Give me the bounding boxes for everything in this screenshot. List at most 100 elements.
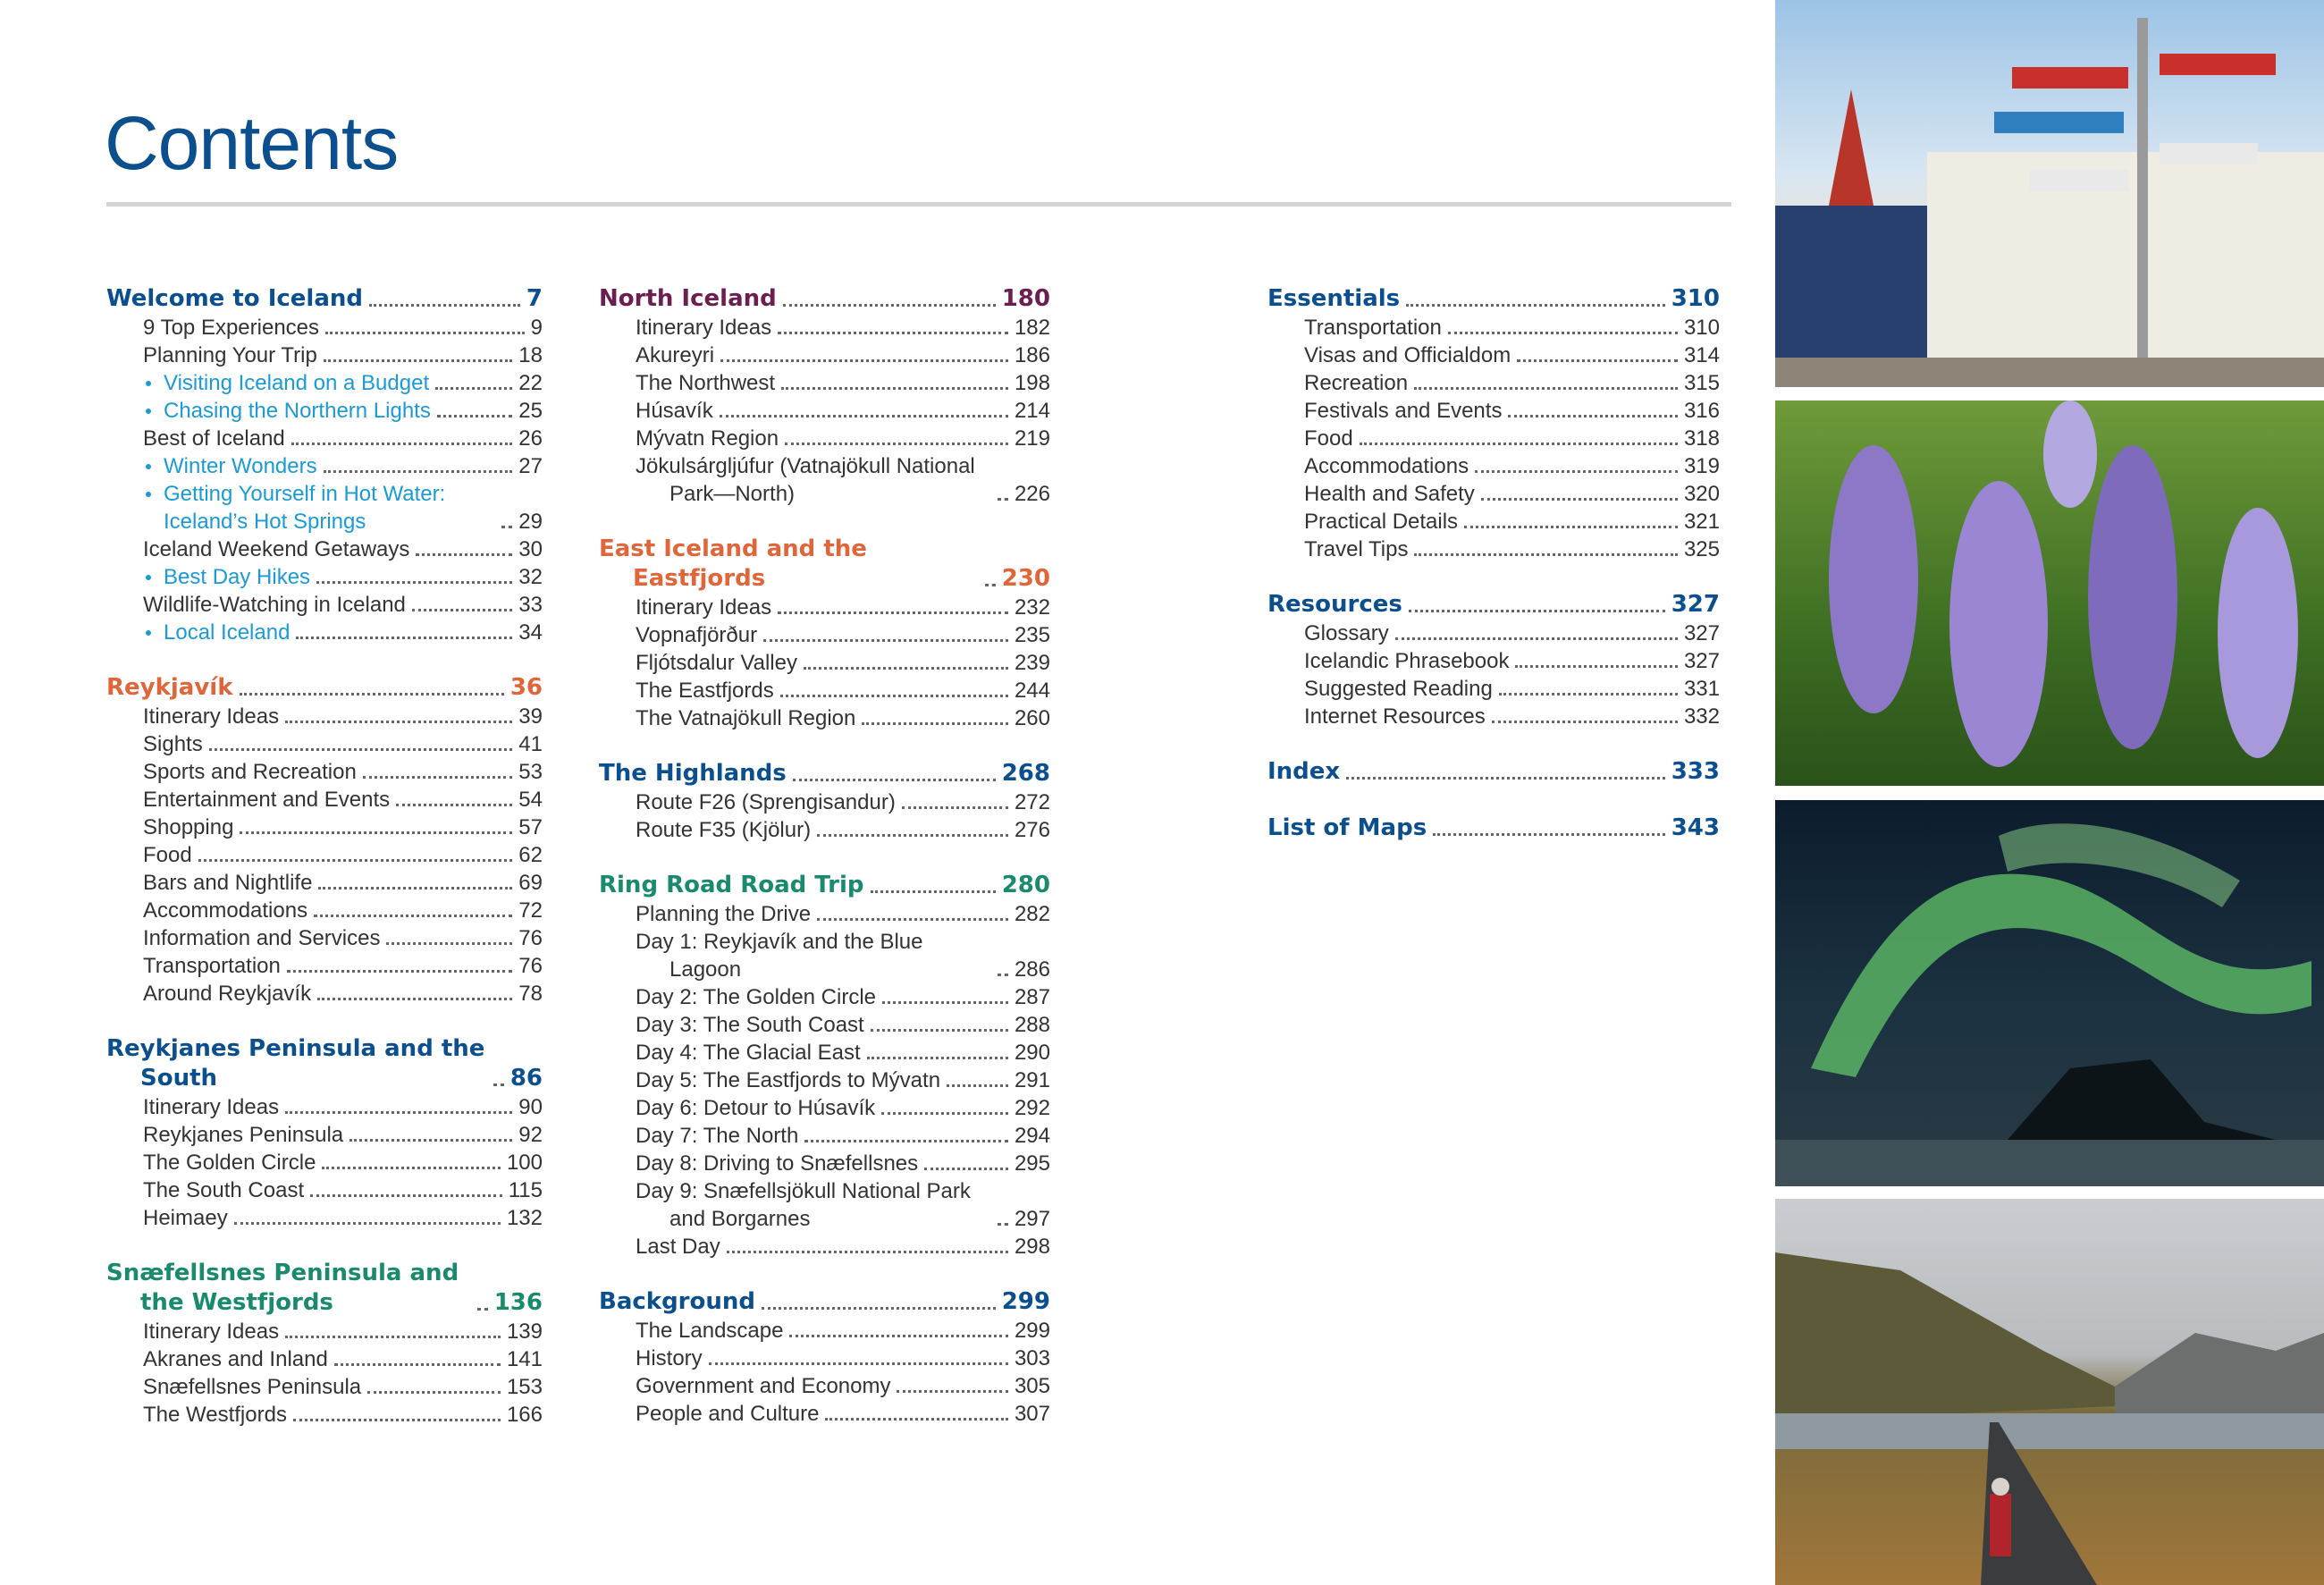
toc-entry-text: Shopping bbox=[143, 815, 234, 839]
toc-entry: Planning the Drive 282 bbox=[599, 900, 1050, 928]
toc-entry-text: Itinerary Ideas bbox=[636, 595, 772, 620]
dot-leader bbox=[322, 1167, 501, 1169]
bullet bbox=[146, 575, 151, 580]
page-number: 280 bbox=[1001, 872, 1050, 898]
dot-leader bbox=[325, 332, 525, 334]
toc-entry-text: Winter Wonders bbox=[146, 452, 317, 480]
toc-entry-text: Accommodations bbox=[1304, 454, 1469, 478]
dot-leader bbox=[785, 443, 1008, 445]
page-number: 327 bbox=[1683, 621, 1720, 645]
toc-entry-text: Planning Your Trip bbox=[143, 343, 317, 367]
page-number: 182 bbox=[1014, 316, 1050, 340]
dot-leader bbox=[803, 667, 1008, 670]
page-number: 62 bbox=[518, 843, 543, 867]
page-number: 321 bbox=[1683, 510, 1720, 534]
dot-leader bbox=[817, 918, 1008, 921]
page-number: 235 bbox=[1014, 623, 1050, 647]
toc-entry-text: Sports and Recreation bbox=[143, 760, 357, 784]
toc-section: East Iceland and the Eastfjords 230 Itiner… bbox=[599, 535, 1050, 732]
page-number: 198 bbox=[1014, 371, 1050, 395]
dot-leader bbox=[778, 611, 1008, 614]
page-number: 100 bbox=[506, 1151, 543, 1175]
page-number: 115 bbox=[508, 1178, 543, 1202]
dot-leader bbox=[286, 970, 513, 973]
toc-entry: Day 2: The Golden Circle 287 bbox=[599, 983, 1050, 1011]
toc-section: Resources 327 Glossary 327 Icelandic Phraseb… bbox=[1267, 590, 1720, 730]
toc-entry: Mývatn Region 219 bbox=[599, 425, 1050, 452]
toc-entry: The Westfjords 166 bbox=[106, 1401, 543, 1429]
toc-entry: Chasing the Northern Lights 25 bbox=[106, 397, 543, 425]
toc-section: Reykjavík 36 Itinerary Ideas 39 Sights 41 Spor… bbox=[106, 673, 543, 1007]
toc-entry-text: Húsavík bbox=[636, 399, 713, 423]
toc-entry-text: Jökulsárgljúfur (Vatnajökull National Pa… bbox=[636, 454, 975, 506]
dot-leader bbox=[781, 387, 1008, 390]
page-number: 27 bbox=[518, 454, 543, 478]
dot-leader bbox=[411, 609, 513, 611]
toc-entry: Akureyri 186 bbox=[599, 341, 1050, 369]
dot-leader bbox=[493, 1083, 504, 1086]
toc-entry: Recreation 315 bbox=[1267, 369, 1720, 397]
toc-entry-text: Food bbox=[143, 843, 192, 867]
page-number: 327 bbox=[1683, 649, 1720, 673]
toc-entry-text: 9 Top Experiences bbox=[143, 316, 320, 340]
dot-leader bbox=[1475, 470, 1678, 473]
toc-entry-text: Last Day bbox=[636, 1235, 720, 1259]
dot-leader bbox=[817, 834, 1008, 837]
toc-entry: The Landscape 299 bbox=[599, 1317, 1050, 1345]
toc-entry: Route F26 (Sprengisandur) 272 bbox=[599, 788, 1050, 816]
page-number: 299 bbox=[1001, 1288, 1050, 1315]
dot-leader bbox=[369, 304, 520, 307]
toc-entry: Accommodations 72 bbox=[106, 897, 543, 924]
toc-entry: Entertainment and Events 54 bbox=[106, 786, 543, 814]
toc-entry-text: Fljótsdalur Valley bbox=[636, 651, 797, 675]
toc-entry-text: Around Reykjavík bbox=[143, 982, 312, 1006]
toc-entry: Around Reykjavík 78 bbox=[106, 980, 543, 1007]
page-number: 287 bbox=[1014, 985, 1050, 1009]
toc-entry: Itinerary Ideas 39 bbox=[106, 703, 543, 730]
toc-entry: Travel Tips 325 bbox=[1267, 535, 1720, 563]
toc-section: Snæfellsnes Peninsula and the Westfjords… bbox=[106, 1259, 543, 1429]
toc-entry: Itinerary Ideas 90 bbox=[106, 1093, 543, 1121]
toc-entry: The Eastfjords 244 bbox=[599, 677, 1050, 704]
section-heading-text: The Highlands bbox=[599, 760, 787, 787]
page-number: 333 bbox=[1671, 758, 1720, 785]
page-number: 226 bbox=[1014, 482, 1050, 506]
dot-leader bbox=[782, 304, 996, 307]
page-number: 57 bbox=[518, 815, 543, 839]
toc-entry: Winter Wonders 27 bbox=[106, 452, 543, 480]
dot-leader bbox=[1498, 693, 1678, 696]
toc-section: Reykjanes Peninsula and the South 86 Itine… bbox=[106, 1034, 543, 1232]
toc-entry-text: Itinerary Ideas bbox=[636, 316, 772, 340]
dot-leader bbox=[825, 1418, 1008, 1421]
toc-entry: Day 8: Driving to Snæfellsnes 295 bbox=[599, 1150, 1050, 1177]
toc-entry: Jökulsárgljúfur (Vatnajökull National Pa… bbox=[599, 452, 1050, 508]
toc-entry-text: Best of Iceland bbox=[143, 426, 285, 451]
toc-entry-text: Akranes and Inland bbox=[143, 1347, 328, 1371]
toc-entry: Accommodations 319 bbox=[1267, 452, 1720, 480]
toc-entry: Day 7: The North 294 bbox=[599, 1122, 1050, 1150]
section-heading-text: Background bbox=[599, 1288, 755, 1315]
page-number: 305 bbox=[1014, 1374, 1050, 1398]
toc-entry-text: Wildlife-Watching in Iceland bbox=[143, 593, 406, 617]
toc-entry-text: Recreation bbox=[1304, 371, 1409, 395]
toc-entry: Heimaey 132 bbox=[106, 1204, 543, 1232]
toc-entry: Local Iceland 34 bbox=[106, 619, 543, 646]
toc-entry-text: The Golden Circle bbox=[143, 1151, 316, 1175]
toc-entry: Internet Resources 332 bbox=[1267, 703, 1720, 730]
section-heading-text: Ring Road Road Trip bbox=[599, 872, 864, 898]
toc-entry-text: Itinerary Ideas bbox=[143, 704, 280, 729]
photo-road bbox=[1775, 1199, 2324, 1585]
toc-entry-text: Icelandic Phrasebook bbox=[1304, 649, 1510, 673]
toc-entry: Shopping 57 bbox=[106, 814, 543, 841]
page-number: 72 bbox=[518, 898, 543, 923]
dot-leader bbox=[362, 776, 513, 779]
section-heading: Welcome to Iceland 7 bbox=[106, 284, 543, 314]
dot-leader bbox=[1408, 610, 1665, 612]
page-number: 22 bbox=[518, 371, 543, 395]
dot-leader bbox=[708, 1362, 1008, 1365]
page-number: 32 bbox=[518, 565, 543, 589]
toc-entry-text: Day 8: Driving to Snæfellsnes bbox=[636, 1151, 919, 1176]
toc-entry-text: Iceland Weekend Getaways bbox=[143, 537, 410, 561]
page-number: 30 bbox=[518, 537, 543, 561]
dot-leader bbox=[1491, 721, 1678, 723]
